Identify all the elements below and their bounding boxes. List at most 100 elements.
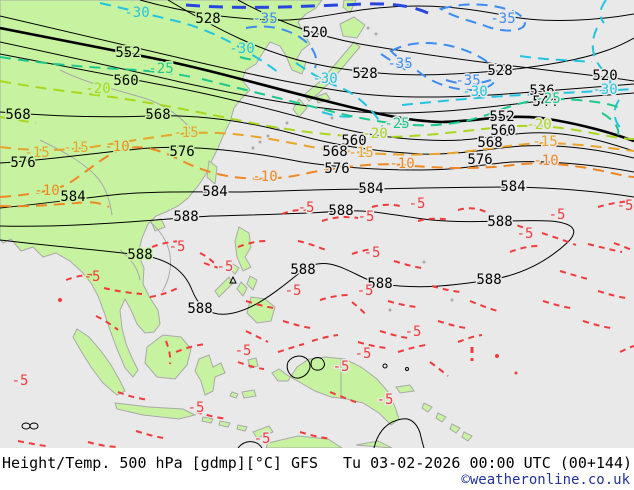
temp-contour-label--25: -25	[148, 61, 173, 77]
height-contour-label-584: 584	[202, 184, 227, 200]
temp-contour-minus30-c	[401, 88, 634, 106]
temp-contour-minus30-g	[519, 55, 593, 63]
temp-contour-label--5: -5	[364, 245, 381, 261]
land-solomons	[421, 402, 473, 442]
island-ring-2	[405, 367, 409, 371]
height-contour-label-544: 544	[532, 94, 557, 110]
temp-contour-minus30-f	[599, 0, 607, 24]
temp-contour-label--5: -5	[298, 200, 315, 216]
temp-contour-label--10: -10	[389, 156, 414, 172]
height-contour-label-588: 588	[487, 214, 512, 230]
temp-contour-minus30-a	[99, 2, 280, 74]
height-contour-528-south	[167, 0, 634, 76]
height-contour-label-584: 584	[500, 179, 525, 195]
height-contour-label-576: 576	[467, 152, 492, 168]
mountain-symbol	[229, 275, 237, 284]
temp-contour-label--30: -30	[312, 71, 337, 87]
temp-contour-label--25: -25	[384, 116, 409, 132]
height-contour-label-584: 584	[358, 181, 383, 197]
height-contour-label-568: 568	[322, 144, 347, 160]
temp-contour-label--10: -10	[533, 153, 558, 169]
temp-contour-label--5: -5	[217, 259, 234, 275]
copyright-link[interactable]: ©weatheronline.co.uk	[461, 472, 630, 488]
temp-contour-minus20-a	[0, 80, 634, 140]
temp-contour-label--5: -5	[84, 269, 101, 285]
valid-time-label: Tu 03-02-2026 00:00 UTC (00+144)	[343, 454, 632, 472]
temp-contour-label--20: -20	[362, 126, 387, 142]
temp-contour-label--5: -5	[235, 343, 252, 359]
height-contour-588	[0, 210, 575, 315]
temp-contour-minus30-h	[321, 111, 357, 118]
land-new-guinea	[271, 356, 400, 426]
height-contour-label-568: 568	[477, 135, 502, 151]
temp-contour-label--15: -15	[63, 140, 88, 156]
height-contour-label-576: 576	[169, 144, 194, 160]
land-hokkaido	[339, 16, 366, 39]
island-ring-1	[382, 363, 388, 369]
height-contour-568	[0, 111, 634, 159]
temp-contour-label--15: -15	[173, 125, 198, 141]
temp-contour-minus30-e	[613, 99, 624, 131]
temp-contour-label--10: -10	[34, 183, 59, 199]
land-java	[114, 402, 197, 420]
land-mindoro	[229, 263, 240, 275]
height-contour-528-north	[139, 0, 634, 21]
height-contour-label-588: 588	[367, 276, 392, 292]
height-contour-label-568: 568	[5, 107, 30, 123]
height-contour-label-552: 552	[115, 45, 140, 61]
temp-contour-label--20: -20	[526, 117, 551, 133]
temp-contour-minus5-fragments	[17, 200, 634, 448]
temp-contour-label--5: -5	[377, 392, 394, 408]
temp-contour-minus35-b	[380, 53, 412, 74]
land-luzon	[234, 226, 252, 272]
temp-contour-minus30-b	[295, 62, 384, 129]
height-contour-label-588: 588	[290, 262, 315, 278]
temp-contour-label--30: -30	[592, 82, 617, 98]
land-seram	[229, 389, 257, 399]
temp-contour-minus10-b	[0, 201, 110, 208]
height-contour-label-588: 588	[187, 301, 212, 317]
temp-contour-label--5: -5	[188, 400, 205, 416]
height-contour-520	[237, 0, 634, 82]
temp-contour-minus35-c	[445, 79, 492, 85]
temp-contour-label--5: -5	[517, 226, 534, 242]
land-timor	[252, 425, 274, 439]
temp-contour-label--5: -5	[285, 283, 302, 299]
height-contour-label-576: 576	[324, 161, 349, 177]
temp-contour-label--15: -15	[24, 145, 49, 161]
height-contour-560	[0, 53, 634, 152]
temp-contour-minus25-b	[201, 78, 623, 127]
temp-contour-minus35-top-loop	[438, 3, 526, 32]
temp-contour-label--30: -30	[462, 84, 487, 100]
height-contour-label-560: 560	[113, 73, 138, 89]
country-borders	[39, 26, 454, 399]
temp-contour-label--15: -15	[532, 134, 557, 150]
temp-contour-minus30-d	[591, 27, 612, 95]
caption-bar: Height/Temp. 500 hPa [gdmp][°C] GFS Tu 0…	[0, 448, 634, 490]
temp-contour-label--5: -5	[333, 359, 350, 375]
land-lesser-sunda	[201, 416, 248, 432]
height-contour-584	[0, 186, 634, 209]
height-contour-label-552: 552	[489, 109, 514, 125]
temp-contour-minus25-c	[601, 112, 620, 136]
small-island-outlines	[21, 422, 39, 430]
temp-contour-label--35: -35	[252, 11, 277, 27]
temp-contour-label--30: -30	[229, 41, 254, 57]
height-contour-label-520: 520	[592, 68, 617, 84]
height-contour-588-southeast	[373, 418, 425, 448]
temp-contour-label--10: -10	[252, 169, 277, 185]
height-contour-label-528: 528	[352, 66, 377, 82]
temp-contour-label--20: -20	[85, 81, 110, 97]
height-contour-536	[0, 15, 634, 98]
height-contour-588-south-arc	[237, 441, 263, 448]
temp-contour-label--35: -35	[490, 11, 515, 27]
land-borneo	[144, 334, 192, 380]
temp-contour-minus25-d	[239, 56, 259, 61]
temp-contour-label--5: -5	[405, 324, 422, 340]
temp-contour-label--30: -30	[124, 5, 149, 21]
land-honshu	[303, 41, 361, 102]
temp-contour-minus35-a	[245, 25, 318, 69]
temp-contour-label--5: -5	[617, 198, 634, 214]
temperature-contours	[0, 0, 634, 448]
